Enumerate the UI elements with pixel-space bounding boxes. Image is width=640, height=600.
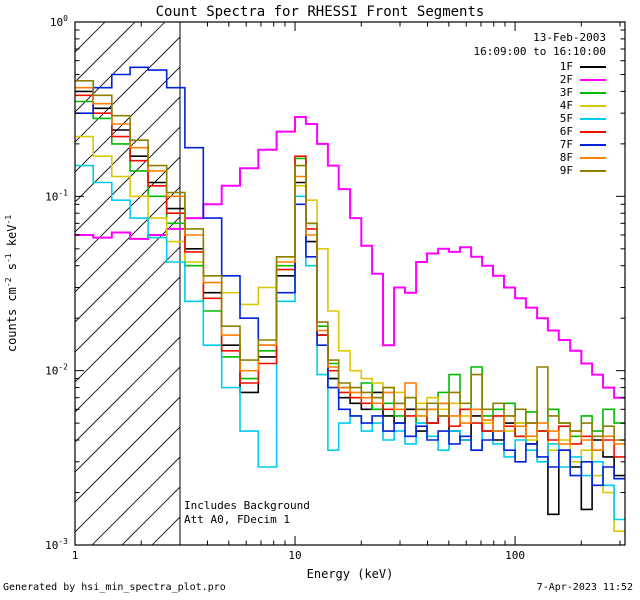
legend-item-6F: 6F: [560, 125, 606, 138]
legend-item-4F: 4F: [560, 99, 606, 112]
legend-label: 3F: [559, 86, 573, 99]
footer-generated-by: Generated by hsi_min_spectra_plot.pro: [3, 582, 226, 593]
series-9F-line: [75, 80, 625, 441]
annotation-attenuator: Att A0, FDecim 1: [184, 513, 290, 526]
observation-date: 13-Feb-2003: [533, 31, 606, 44]
plot-title: Count Spectra for RHESSI Front Segments: [155, 4, 485, 20]
legend: 1F 2F 3F 4F 5F 6F 7F 8F 9F: [560, 60, 606, 177]
series-7F-line: [75, 66, 625, 487]
legend-label: 6F: [559, 125, 573, 138]
y-tick-label: 100: [50, 14, 68, 29]
axis-ticks: [74, 21, 625, 546]
series-group: [75, 66, 625, 532]
annotation-includes-background: Includes Background: [184, 499, 310, 512]
legend-item-8F: 8F: [560, 151, 606, 164]
x-axis-label: Energy (keV): [306, 567, 394, 581]
y-tick-label: 10-1: [45, 188, 68, 203]
legend-swatch: [580, 143, 606, 146]
x-tick-label: 100: [505, 549, 525, 562]
plot-frame: [74, 21, 626, 546]
legend-item-1F: 1F: [560, 60, 606, 73]
legend-item-5F: 5F: [560, 112, 606, 125]
y-axis-label: counts cm-2 s-1 keV-1: [4, 215, 19, 352]
legend-label: 9F: [559, 164, 573, 177]
legend-label: 8F: [559, 151, 573, 164]
legend-swatch: [580, 156, 606, 159]
x-tick-label: 10: [288, 549, 301, 562]
legend-swatch: [580, 117, 606, 120]
legend-item-3F: 3F: [560, 86, 606, 99]
y-tick-label: 10-2: [45, 363, 68, 378]
legend-item-2F: 2F: [560, 73, 606, 86]
legend-swatch: [580, 104, 606, 107]
legend-label: 4F: [559, 99, 573, 112]
legend-label: 5F: [559, 112, 573, 125]
legend-swatch: [580, 78, 606, 81]
observation-time-range: 16:09:00 to 16:10:00: [473, 45, 606, 58]
x-tick-label: 1: [72, 549, 79, 562]
legend-label: 2F: [559, 73, 573, 86]
legend-label: 1F: [559, 60, 573, 73]
legend-label: 7F: [559, 138, 573, 151]
legend-swatch: [580, 130, 606, 133]
y-tick-label: 10-3: [45, 537, 68, 552]
legend-swatch: [580, 91, 606, 94]
legend-item-9F: 9F: [560, 164, 606, 177]
footer-timestamp: 7-Apr-2023 11:52: [536, 582, 633, 593]
legend-swatch: [580, 65, 606, 68]
hatch-region: [75, 22, 180, 545]
legend-swatch: [580, 169, 606, 172]
series-1F-line: [75, 90, 625, 516]
legend-item-7F: 7F: [560, 138, 606, 151]
